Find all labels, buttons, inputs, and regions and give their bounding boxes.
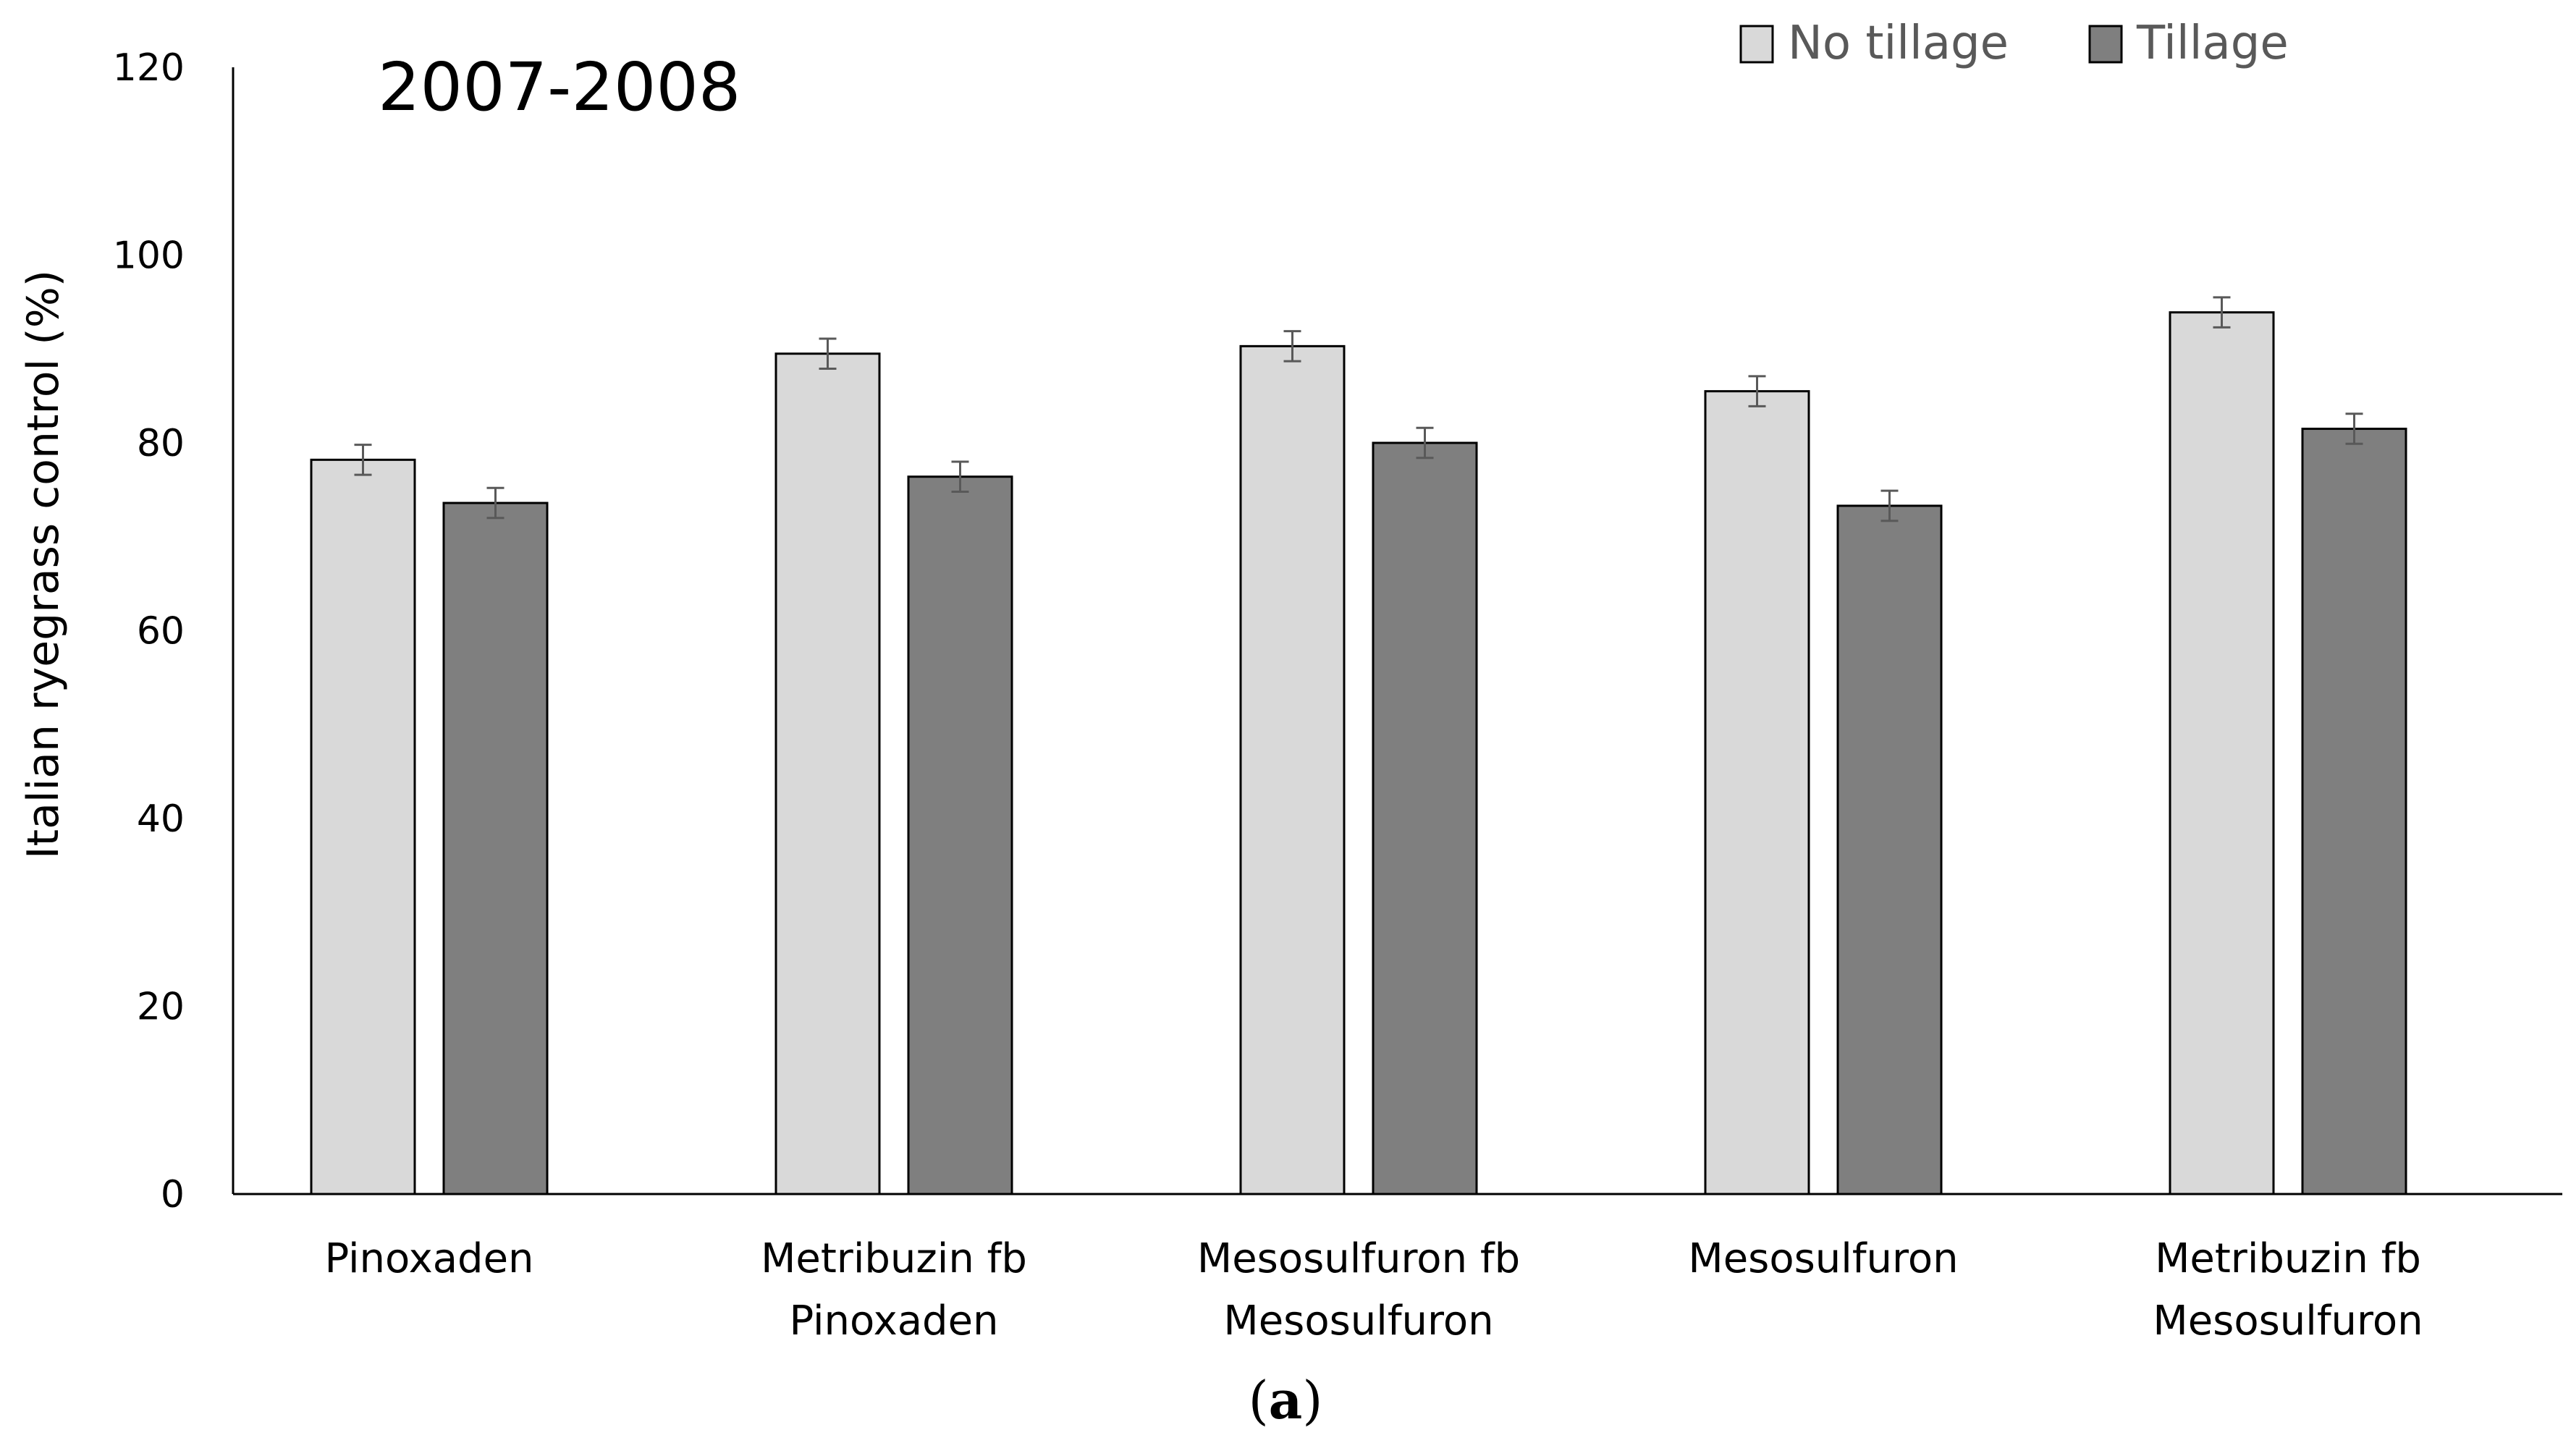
category-label-4: Metribuzin fb Mesosulfuron [2153,1235,2423,1345]
bar-no-tillage-1 [774,352,881,1195]
error-bar-tillage-2 [1416,426,1434,460]
legend-swatch-no-tillage [1739,25,1774,64]
y-tick-label-60: 60 [137,610,185,653]
y-tick-label-20: 20 [137,986,185,1029]
category-label-line: Mesosulfuron [1223,1298,1493,1345]
legend-item-no-tillage: No tillage [1739,17,2009,70]
bar-tillage-3 [1836,504,1943,1195]
category-label-line: Metribuzin fb [2155,1235,2421,1282]
error-bar-tillage-4 [2345,412,2363,445]
y-tick-label-0: 0 [161,1173,185,1216]
chart-title: 2007-2008 [378,48,740,126]
bar-tillage-0 [442,501,549,1195]
y-tick-label-40: 40 [137,797,185,841]
panel-label: (a) [1249,1369,1323,1431]
y-tick-label-100: 100 [113,234,185,278]
category-label-line: Mesosulfuron [2153,1298,2423,1345]
category-label-line: Mesosulfuron [1688,1235,1958,1282]
error-bar-no-tillage-2 [1283,330,1301,363]
plot-area [310,296,2407,1195]
bar-tillage-1 [907,475,1013,1195]
error-bar-tillage-1 [951,460,969,493]
y-tick-label-120: 120 [113,46,185,90]
bar-no-tillage-3 [1704,390,1810,1195]
bar-tillage-2 [1372,441,1478,1195]
axes [232,67,2562,1195]
legend-label-tillage: Tillage [2136,17,2289,70]
y-axis-title: Italian ryegrass control (%) [18,270,69,859]
y-tick-labels: 0 20 40 60 80 100 120 [113,46,185,1216]
bar-tillage-4 [2301,428,2407,1195]
category-label-line: Metribuzin fb [761,1235,1027,1282]
legend-item-tillage: Tillage [2088,17,2289,70]
error-bar-no-tillage-4 [2213,296,2231,329]
bar-no-tillage-2 [1239,344,1346,1195]
legend: No tillage Tillage [1739,17,2289,70]
category-label-2: Mesosulfuron fb Mesosulfuron [1197,1235,1520,1345]
bar-no-tillage-0 [310,458,416,1195]
category-label-line: Mesosulfuron fb [1197,1235,1520,1282]
panel-letter: a [1269,1369,1303,1431]
error-bar-tillage-3 [1880,489,1899,522]
category-label-line: Pinoxaden [789,1298,998,1345]
category-label-line: Pinoxaden [324,1235,533,1282]
error-bar-no-tillage-0 [354,444,372,476]
error-bar-no-tillage-3 [1748,375,1766,407]
bar-no-tillage-4 [2169,311,2275,1195]
category-labels: Pinoxaden Metribuzin fb Pinoxaden Mesosulfu… [324,1235,2423,1345]
error-bar-tillage-0 [486,486,505,520]
legend-label-no-tillage: No tillage [1788,17,2009,70]
category-label-3: Mesosulfuron [1688,1235,1958,1282]
category-label-0: Pinoxaden [324,1235,533,1282]
legend-swatch-tillage [2088,25,2123,64]
error-bar-no-tillage-1 [819,337,837,370]
y-tick-label-80: 80 [137,422,185,465]
category-label-1: Metribuzin fb Pinoxaden [761,1235,1027,1345]
